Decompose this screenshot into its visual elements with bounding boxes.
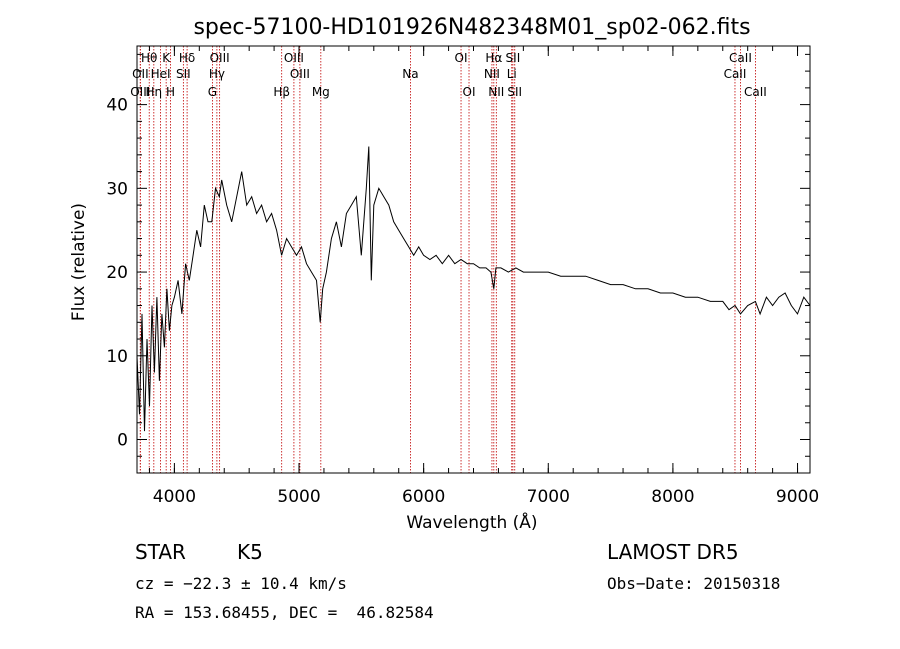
x-tick-label-2: 6000 — [402, 487, 445, 507]
line-label-7: Hδ — [179, 51, 195, 65]
line-label-16: Na — [402, 67, 418, 81]
redshift-velocity: cz = −22.3 ± 10.4 km/s — [135, 574, 347, 593]
x-tick-label-0: 4000 — [153, 487, 196, 507]
chart-title: spec-57100-HD101926N482348M01_sp02-062.f… — [193, 15, 750, 40]
line-label-0: Hθ — [141, 51, 157, 65]
line-label-18: OI — [463, 85, 476, 99]
y-axis-ticks: 0 10 20 30 40 — [106, 53, 810, 457]
x-axis-label: Wavelength (Å) — [406, 511, 537, 533]
x-tick-label-3: 7000 — [527, 487, 570, 507]
line-label-10: Hγ — [209, 67, 225, 81]
line-label-8: SII — [176, 67, 191, 81]
y-tick-label-3: 30 — [106, 179, 128, 199]
observation-date: Obs−Date: 20150318 — [607, 574, 781, 593]
line-label-22: SII — [506, 51, 521, 65]
line-label-15: Mg — [312, 85, 330, 99]
y-tick-label-1: 10 — [106, 347, 128, 367]
line-label-13: OIII — [284, 51, 304, 65]
y-tick-label-0: 0 — [117, 431, 128, 451]
survey-name: LAMOST DR5 — [607, 540, 739, 564]
x-axis-ticks: 4000 5000 6000 7000 8000 9000 — [148, 46, 819, 507]
y-axis-label: Flux (relative) — [69, 203, 89, 321]
object-subclass: K5 — [237, 540, 263, 564]
spectrum-series — [136, 146, 811, 432]
line-label-25: CaII — [729, 51, 752, 65]
x-tick-label-5: 9000 — [776, 487, 819, 507]
line-label-6: H — [166, 85, 175, 99]
line-label-1: OII — [132, 67, 149, 81]
x-tick-label-4: 8000 — [651, 487, 694, 507]
y-tick-label-2: 20 — [106, 263, 128, 283]
line-label-20: NII — [484, 67, 500, 81]
line-label-24: SII — [507, 85, 522, 99]
line-label-12: Hβ — [273, 85, 290, 99]
line-label-3: HeI — [151, 67, 171, 81]
line-label-14: OIII — [290, 67, 310, 81]
line-label-19: Hα — [485, 51, 502, 65]
line-label-5: K — [162, 51, 171, 65]
line-label-11: G — [208, 85, 217, 99]
coordinates: RA = 153.68455, DEC = 46.82584 — [135, 603, 434, 622]
line-label-23: Li — [507, 67, 517, 81]
spectrum-line — [136, 146, 811, 432]
plot-frame — [136, 45, 811, 474]
line-label-27: CaII — [744, 85, 767, 99]
line-label-26: CaII — [724, 67, 747, 81]
object-class: STAR — [135, 540, 186, 564]
line-label-2: OIII — [130, 85, 150, 99]
y-tick-label-4: 40 — [106, 96, 128, 116]
line-label-4: Hη — [146, 85, 163, 99]
x-tick-label-1: 5000 — [277, 487, 320, 507]
line-label-9: OIII — [210, 51, 230, 65]
line-label-21: NII — [488, 85, 504, 99]
line-label-17: OI — [455, 51, 468, 65]
spectral-line-markers — [139, 46, 756, 473]
